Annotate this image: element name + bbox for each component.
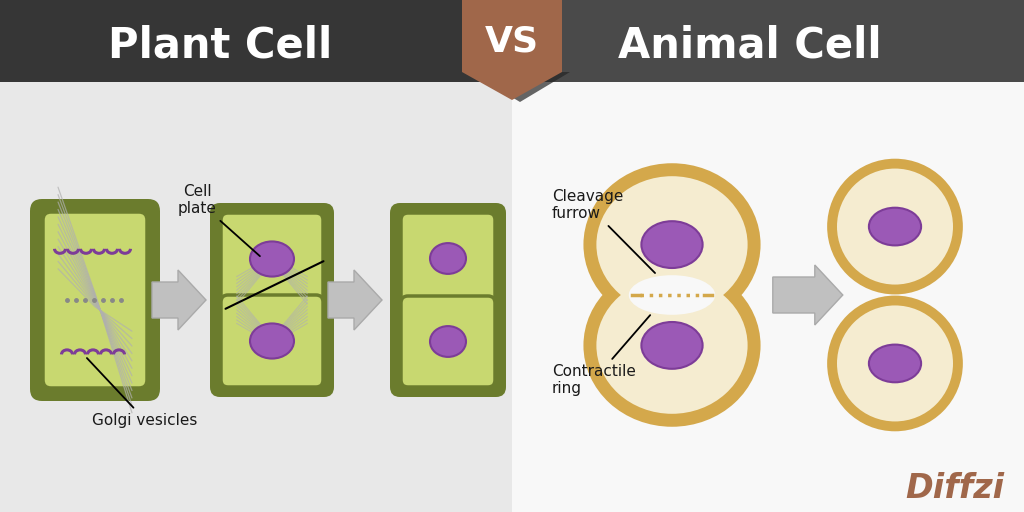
Ellipse shape xyxy=(827,159,963,294)
Bar xyxy=(0,0,512,82)
Bar xyxy=(0,82,512,512)
FancyBboxPatch shape xyxy=(210,203,334,315)
Text: Cleavage
furrow: Cleavage furrow xyxy=(552,189,655,273)
Text: Golgi vesicles: Golgi vesicles xyxy=(87,358,198,428)
Polygon shape xyxy=(470,72,570,102)
Ellipse shape xyxy=(641,322,702,369)
Bar xyxy=(512,0,1024,82)
Ellipse shape xyxy=(430,326,466,357)
Polygon shape xyxy=(152,270,206,330)
Text: Plant Cell: Plant Cell xyxy=(108,24,332,66)
Polygon shape xyxy=(328,270,382,330)
Text: Cell
plate: Cell plate xyxy=(177,184,260,256)
FancyBboxPatch shape xyxy=(390,203,506,314)
FancyBboxPatch shape xyxy=(390,286,506,397)
Text: Animal Cell: Animal Cell xyxy=(618,24,882,66)
Polygon shape xyxy=(773,265,843,325)
Ellipse shape xyxy=(596,176,748,313)
FancyBboxPatch shape xyxy=(30,199,160,401)
FancyBboxPatch shape xyxy=(401,213,495,304)
FancyBboxPatch shape xyxy=(210,285,334,397)
Ellipse shape xyxy=(430,243,466,274)
Ellipse shape xyxy=(869,345,922,382)
Ellipse shape xyxy=(869,208,922,245)
Ellipse shape xyxy=(584,163,761,326)
Ellipse shape xyxy=(641,221,702,268)
Bar xyxy=(512,82,1024,512)
Text: VS: VS xyxy=(485,25,539,59)
FancyBboxPatch shape xyxy=(221,295,323,387)
FancyBboxPatch shape xyxy=(221,213,323,305)
FancyBboxPatch shape xyxy=(401,296,495,387)
Ellipse shape xyxy=(596,277,748,414)
FancyBboxPatch shape xyxy=(43,212,147,388)
Ellipse shape xyxy=(629,275,715,315)
Ellipse shape xyxy=(837,168,953,285)
Ellipse shape xyxy=(584,264,761,427)
Ellipse shape xyxy=(250,324,294,358)
Ellipse shape xyxy=(250,242,294,276)
Ellipse shape xyxy=(837,306,953,421)
Polygon shape xyxy=(462,0,562,100)
Text: Diffzi: Diffzi xyxy=(905,472,1005,504)
Ellipse shape xyxy=(827,295,963,431)
Text: Contractile
ring: Contractile ring xyxy=(552,315,650,396)
